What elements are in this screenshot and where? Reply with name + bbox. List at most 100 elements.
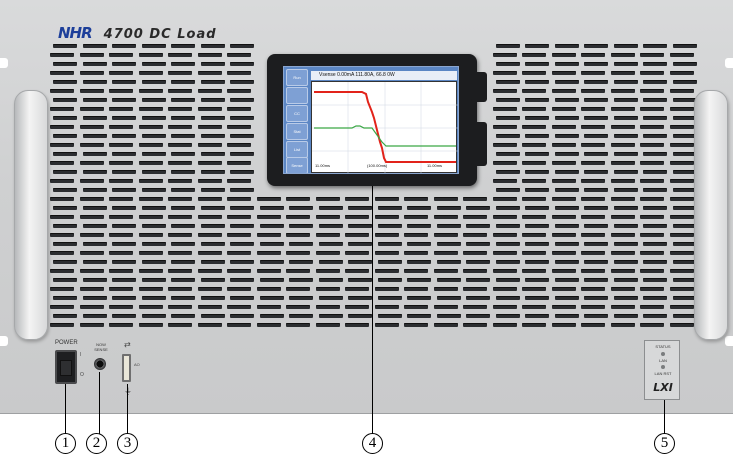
vent-slot [230, 44, 254, 48]
vent-slot [404, 269, 428, 273]
vent-slot [112, 170, 136, 174]
vent-slot [109, 107, 133, 111]
softkey[interactable]: CC [286, 105, 308, 122]
vent-slot [581, 287, 605, 291]
vent-slot [82, 206, 107, 210]
softkey[interactable]: List [286, 141, 308, 158]
vent-slot [171, 278, 195, 282]
vent-slot [82, 62, 107, 66]
vent-slot [525, 116, 549, 120]
vent-slot [669, 215, 694, 219]
vent-slot [495, 224, 520, 228]
vent-slot [374, 233, 399, 237]
vent-slot [522, 251, 546, 255]
vent-slot [525, 170, 549, 174]
vent-slot [643, 260, 667, 264]
vent-slot [82, 242, 107, 246]
vent-slot [640, 71, 664, 75]
vent-slot [669, 269, 694, 273]
vent-slot [286, 269, 310, 273]
touch-display[interactable]: Run CC Stat List Sense Vsense 0.00mA 111… [267, 54, 487, 186]
vent-slot [610, 53, 635, 57]
vent-slot [551, 287, 576, 291]
vent-slot [640, 251, 664, 255]
vent-slot [227, 197, 251, 201]
vent-slot [168, 143, 192, 147]
vent-slot [286, 233, 310, 237]
right-handle[interactable] [694, 90, 728, 340]
vent-slot [230, 170, 254, 174]
vent-slot [374, 197, 399, 201]
vent-slot [227, 323, 251, 327]
vent-slot [141, 206, 166, 210]
vent-slot [374, 215, 399, 219]
vent-slot [200, 296, 225, 300]
vent-slot [525, 152, 549, 156]
vent-slot [315, 323, 340, 327]
power-switch[interactable] [55, 350, 77, 384]
vent-slot [82, 278, 107, 282]
left-handle[interactable] [14, 90, 48, 340]
softkey[interactable]: Stat [286, 123, 308, 140]
vent-slot [525, 314, 549, 318]
leader-line-3 [127, 384, 128, 434]
vent-slot [259, 278, 284, 282]
remote-sense-jack[interactable] [94, 358, 106, 370]
vent-slot [640, 143, 664, 147]
vent-slot [466, 260, 490, 264]
vent-slot [495, 170, 520, 174]
vent-slot [672, 44, 697, 48]
vent-slot [404, 323, 428, 327]
vent-slot [433, 251, 458, 255]
vent-slot [141, 314, 166, 318]
vent-slot [53, 80, 77, 84]
vent-slot [495, 116, 520, 120]
rack-ear-slot [0, 336, 8, 346]
vent-slot [613, 44, 638, 48]
vent-slot [230, 278, 254, 282]
vent-slot [525, 224, 549, 228]
power-rocker[interactable] [60, 360, 72, 376]
vent-slot [610, 107, 635, 111]
vent-slot [53, 98, 77, 102]
brand-title: NHR 4700 DC Load [58, 24, 217, 42]
vent-slot [141, 152, 166, 156]
vent-slot [141, 242, 166, 246]
vent-slot [82, 98, 107, 102]
vent-slot [584, 116, 608, 120]
vent-slot [377, 242, 402, 246]
vent-slot [345, 251, 369, 255]
vent-slot [171, 44, 195, 48]
usb-port[interactable] [122, 354, 131, 382]
vent-slot [613, 170, 638, 174]
vent-slot [289, 296, 313, 300]
vent-slot [315, 215, 340, 219]
softkey[interactable]: Sense [286, 157, 308, 173]
vent-slot [230, 62, 254, 66]
lxi-lan-rst-label[interactable]: LAN RST [654, 371, 672, 376]
vent-slot [109, 125, 133, 129]
vent-slot [672, 296, 697, 300]
vent-slot [138, 125, 163, 129]
vent-slot [613, 98, 638, 102]
vent-slot [492, 89, 517, 93]
vent-slot [200, 152, 225, 156]
vent-slot [551, 269, 576, 273]
vent-slot [227, 287, 251, 291]
vent-slot [610, 251, 635, 255]
display-screen[interactable]: Run CC Stat List Sense Vsense 0.00mA 111… [283, 66, 459, 174]
vent-slot [672, 188, 697, 192]
vent-slot [50, 305, 74, 309]
vent-slot [289, 206, 313, 210]
vent-slot [79, 305, 104, 309]
vent-slot [318, 296, 343, 300]
vent-slot [53, 206, 77, 210]
vent-slot [348, 260, 372, 264]
vent-slot [138, 53, 163, 57]
vent-slot [53, 224, 77, 228]
vent-slot [643, 98, 667, 102]
vent-slot [436, 314, 461, 318]
softkey[interactable]: Run [286, 69, 308, 86]
softkey[interactable] [286, 87, 308, 104]
vent-slot [495, 242, 520, 246]
